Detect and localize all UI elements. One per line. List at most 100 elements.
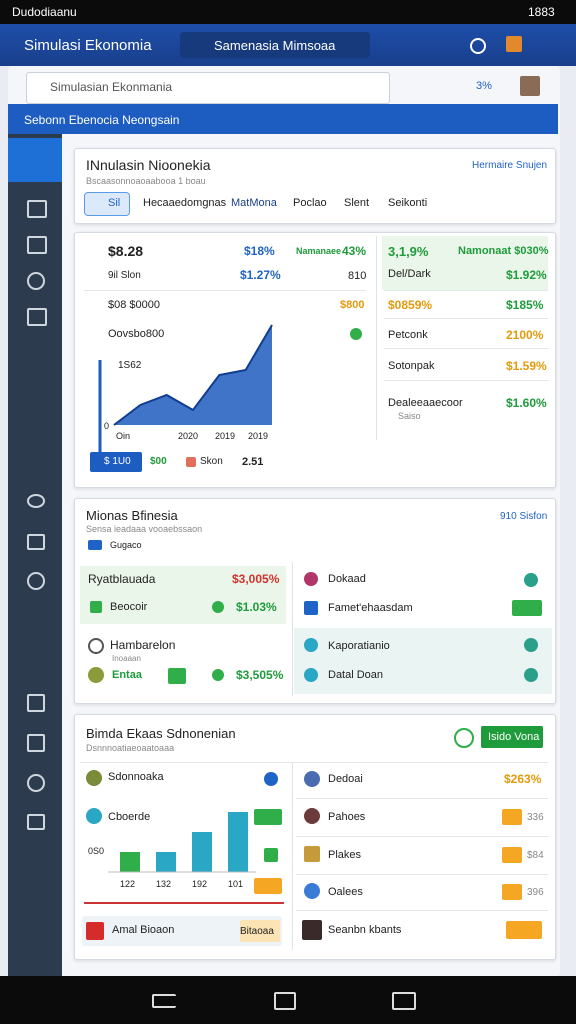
row-value: $84 xyxy=(527,850,544,861)
row-icon xyxy=(86,808,102,824)
row-value: 336 xyxy=(527,812,544,823)
sidebar-icon[interactable] xyxy=(27,694,45,712)
row-icon xyxy=(304,883,320,899)
legend-label: Skon xyxy=(200,456,223,467)
market-name: Entaa xyxy=(112,669,142,681)
tab[interactable]: MatMona xyxy=(231,197,277,209)
row-label: Seanbn kbants xyxy=(328,924,402,936)
sidebar-icon[interactable] xyxy=(27,272,45,290)
app-title: Simulasi Ekonomia xyxy=(24,37,152,54)
sidebar-icon[interactable] xyxy=(27,774,45,792)
row-value: 396 xyxy=(527,887,544,898)
user-avatar[interactable] xyxy=(520,76,540,96)
primary-button[interactable] xyxy=(481,726,543,748)
status-icon xyxy=(454,728,474,748)
search-input[interactable] xyxy=(26,72,390,104)
divider xyxy=(376,236,377,440)
sidebar-icon[interactable] xyxy=(27,494,45,508)
app-search-text: Samenasia Mimsoaa xyxy=(214,38,336,53)
divider xyxy=(292,762,293,950)
x-tick-label: 122 xyxy=(120,879,136,889)
sidebar-icon[interactable] xyxy=(27,308,47,326)
banner xyxy=(8,104,558,134)
overview-link[interactable]: Hermaire Snujen xyxy=(472,160,548,171)
tab[interactable]: Sil xyxy=(108,197,121,209)
sidebar-icon[interactable] xyxy=(27,200,47,218)
overview-title: INnulasin Nioonekia xyxy=(86,157,211,173)
legend-label: 2.51 xyxy=(242,456,264,468)
simulation-subtitle: Dsnnnoatiaeoaatoaaa xyxy=(86,743,175,753)
side-label: Del/Dark xyxy=(388,268,431,280)
sidebar-icon[interactable] xyxy=(27,572,45,590)
row-label: Sdonnoaka xyxy=(108,771,164,783)
market-cell[interactable] xyxy=(294,628,552,694)
sidebar-icon[interactable] xyxy=(27,236,47,254)
bar xyxy=(120,852,140,872)
row-chip xyxy=(264,848,278,862)
bar xyxy=(228,812,248,872)
divider xyxy=(296,798,548,799)
stat-label: Oovsbo800 xyxy=(108,328,165,340)
nav-recent[interactable] xyxy=(392,992,416,1010)
nav-home[interactable] xyxy=(274,992,296,1010)
row-icon xyxy=(304,808,320,824)
market-value: $3,505% xyxy=(236,668,284,682)
filter-icon[interactable] xyxy=(88,540,102,550)
side-note: Saiso xyxy=(398,411,421,421)
markets-title: Mionas Bfinesia xyxy=(86,508,178,523)
filter-label[interactable]: Gugaco xyxy=(110,540,142,550)
sidebar-icon[interactable] xyxy=(27,734,45,752)
legend-chip xyxy=(90,452,142,472)
app-search[interactable] xyxy=(180,32,370,58)
row-icon xyxy=(304,771,320,787)
row-chip xyxy=(502,884,522,900)
button-label[interactable]: Isido Vona xyxy=(488,731,540,743)
avatar-icon[interactable] xyxy=(506,36,522,52)
divider xyxy=(384,380,548,381)
row-icon xyxy=(302,920,322,940)
bar xyxy=(156,852,176,872)
divider xyxy=(296,874,548,875)
divider xyxy=(384,318,548,319)
row-label: Cboerde xyxy=(108,811,151,823)
market-value: $1.03% xyxy=(236,600,277,614)
row-chip xyxy=(254,809,282,825)
x-tick-label: 2019 xyxy=(248,431,269,441)
nav-back[interactable] xyxy=(152,994,176,1008)
side-label: 3,1,9% xyxy=(388,244,429,259)
footer-chip xyxy=(240,920,280,942)
tab-active[interactable] xyxy=(84,192,130,216)
side-label: Dealeeaaecoor xyxy=(388,397,463,409)
x-tick-label: 2020 xyxy=(178,431,199,441)
tab[interactable]: Poclao xyxy=(293,197,327,209)
tab[interactable]: Slent xyxy=(344,197,370,209)
side-value: $185% xyxy=(506,298,544,312)
market-icon xyxy=(88,667,104,683)
x-tick-label: 192 xyxy=(192,879,208,889)
sidebar-item-active[interactable] xyxy=(8,138,62,182)
x-tick-label: 2019 xyxy=(215,431,236,441)
market-name: Hambarelon xyxy=(110,638,176,652)
market-value: $3,005% xyxy=(232,572,280,586)
footer-label: Bitaoaa xyxy=(240,926,274,937)
sidebar-icon[interactable] xyxy=(27,814,45,830)
settings-icon[interactable] xyxy=(470,38,486,54)
divider xyxy=(384,348,548,349)
market-name: Kaporatianio xyxy=(328,640,390,652)
sidebar-icon[interactable] xyxy=(27,534,45,550)
sidebar xyxy=(8,134,62,976)
footer-label: Amal Bioaon xyxy=(112,924,175,936)
stat-change: 43% xyxy=(342,244,367,258)
market-dot xyxy=(524,668,538,682)
legend-label: $ 1U0 xyxy=(104,456,131,467)
divider xyxy=(296,836,548,837)
stat-label: 9il Slon xyxy=(108,270,141,281)
tab[interactable]: Seikonti xyxy=(388,197,428,209)
search-badge: 3% xyxy=(476,80,492,92)
row-chip xyxy=(254,878,282,894)
market-dot xyxy=(524,638,538,652)
market-cell[interactable] xyxy=(80,566,286,624)
markets-link[interactable]: 910 Sisfon xyxy=(500,511,548,522)
tab[interactable]: Hecaaedomgnas xyxy=(143,197,227,209)
